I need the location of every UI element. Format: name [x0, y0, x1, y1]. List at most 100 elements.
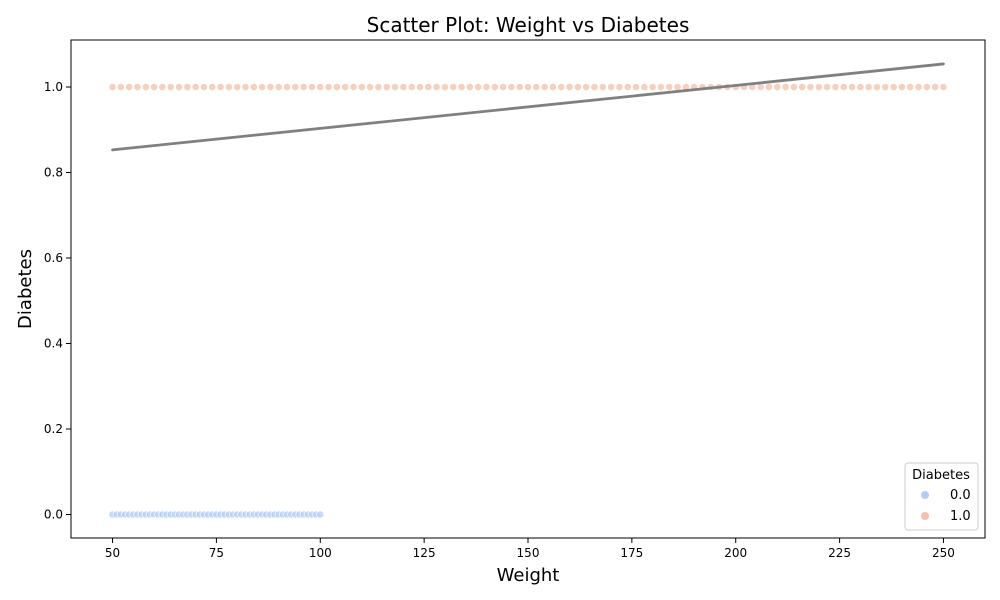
- data-point: [116, 83, 125, 91]
- data-point: [906, 83, 915, 91]
- data-point: [831, 83, 840, 91]
- data-point: [590, 83, 599, 91]
- data-point: [299, 83, 308, 91]
- data-point: [441, 83, 449, 91]
- data-point: [349, 83, 358, 91]
- data-point: [814, 83, 823, 91]
- data-point: [316, 83, 325, 91]
- data-point: [798, 83, 807, 91]
- data-point: [266, 83, 275, 91]
- plot-area: [70, 39, 986, 539]
- data-point: [640, 83, 649, 91]
- data-point: [789, 83, 798, 91]
- data-point: [474, 83, 483, 91]
- data-point: [233, 83, 242, 91]
- y-tick-label: 0.0: [44, 507, 63, 521]
- data-point: [283, 83, 291, 91]
- data-point: [806, 83, 815, 91]
- data-point: [391, 83, 399, 91]
- data-point: [856, 83, 865, 91]
- x-tick-label: 175: [620, 546, 643, 560]
- y-axis-ticks: 0.0 0.2 0.4 0.6 0.8 1.0: [44, 80, 71, 521]
- legend: Diabetes 0.0 1.0: [904, 462, 979, 531]
- data-point: [848, 83, 856, 91]
- data-point: [914, 83, 923, 91]
- x-tick-label: 225: [828, 546, 851, 560]
- x-tick-label: 150: [517, 546, 540, 560]
- data-point: [540, 83, 549, 91]
- data-point: [374, 83, 383, 91]
- data-point: [366, 83, 375, 91]
- data-point: [108, 83, 117, 91]
- data-point: [382, 83, 391, 91]
- legend-marker-0: [921, 491, 929, 499]
- data-point: [922, 83, 931, 91]
- x-tick-label: 250: [932, 546, 955, 560]
- data-points: [108, 83, 948, 519]
- data-point: [316, 510, 325, 519]
- x-axis-label: Weight: [497, 565, 560, 586]
- data-point: [573, 83, 582, 91]
- x-tick-label: 200: [724, 546, 747, 560]
- data-point: [823, 83, 832, 91]
- data-point: [765, 83, 773, 91]
- data-point: [598, 83, 607, 91]
- data-point: [623, 83, 632, 91]
- y-tick-label: 1.0: [44, 80, 63, 94]
- data-point: [175, 83, 183, 91]
- x-tick-label: 75: [209, 546, 224, 560]
- data-point: [532, 83, 541, 91]
- data-point: [673, 83, 682, 91]
- x-tick-label: 125: [413, 546, 436, 560]
- legend-title: Diabetes: [912, 468, 970, 483]
- data-point: [499, 83, 507, 91]
- y-tick-label: 0.8: [44, 166, 63, 180]
- data-point: [648, 83, 657, 91]
- data-point: [582, 83, 591, 91]
- data-point: [781, 83, 790, 91]
- legend-label-0: 0.0: [950, 488, 971, 503]
- data-point: [490, 83, 499, 91]
- data-point: [324, 83, 333, 91]
- x-tick-label: 50: [105, 546, 120, 560]
- legend-marker-1: [921, 512, 929, 520]
- data-point: [931, 83, 940, 91]
- data-point: [449, 83, 458, 91]
- data-point: [258, 83, 267, 91]
- y-tick-label: 0.2: [44, 422, 63, 436]
- y-axis-label: Diabetes: [15, 249, 36, 329]
- data-point: [416, 83, 424, 91]
- x-tick-label: 100: [309, 546, 332, 560]
- data-point: [864, 83, 873, 91]
- data-point: [482, 83, 491, 91]
- data-point: [507, 83, 516, 91]
- data-point: [615, 83, 624, 91]
- data-point: [183, 83, 192, 91]
- data-point: [166, 83, 175, 91]
- data-point: [200, 83, 208, 91]
- data-point: [657, 83, 665, 91]
- data-point: [898, 83, 906, 91]
- data-point: [881, 83, 890, 91]
- data-point: [158, 83, 167, 91]
- data-point: [150, 83, 158, 91]
- data-point: [216, 83, 225, 91]
- data-point: [524, 83, 532, 91]
- data-point: [607, 83, 615, 91]
- data-point: [399, 83, 408, 91]
- data-point: [208, 83, 217, 91]
- data-point: [665, 83, 674, 91]
- data-point: [341, 83, 350, 91]
- data-point: [141, 83, 150, 91]
- data-point: [889, 83, 898, 91]
- data-point: [291, 83, 300, 91]
- data-point: [249, 83, 258, 91]
- trendline-group: [111, 62, 945, 152]
- data-point: [241, 83, 250, 91]
- data-point: [357, 83, 366, 91]
- trendline: [111, 62, 945, 152]
- data-point: [557, 83, 566, 91]
- x-axis-ticks: 50 75 100 125 150 175 200 225 250: [105, 538, 955, 560]
- y-tick-label: 0.6: [44, 251, 63, 265]
